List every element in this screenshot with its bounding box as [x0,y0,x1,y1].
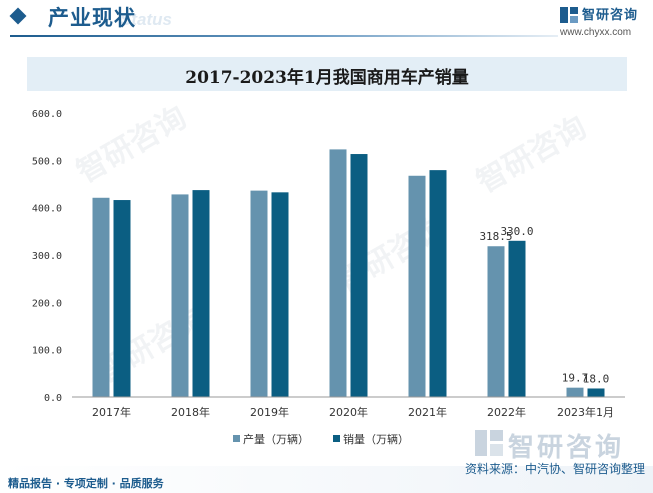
bar-production [408,175,426,397]
footer-logo-text: 智研咨询 [508,433,625,463]
bar-production [250,190,268,397]
legend: 产量（万辆） 销量（万辆） [233,432,409,446]
source-note: 资料来源：中汽协、智研咨询整理 [464,462,645,476]
x-tick-label: 2017年 [92,405,131,419]
x-tick-label: 2021年 [408,405,447,419]
x-tick-label: 2019年 [250,405,289,419]
footer-band [0,466,653,493]
chart-title-band: 2017-2023年1月我国商用车产销量 [27,57,627,91]
brand-url: www.chyxx.com [560,27,632,38]
x-tick-label: 2018年 [171,405,210,419]
bar-sales [113,200,131,397]
legend-swatch [233,435,240,442]
bar-sales [271,192,289,397]
brand-logo-icon [560,7,578,23]
legend-swatch [333,435,340,442]
data-label: 330.0 [500,225,533,238]
chart-title: 2017-2023年1月我国商用车产销量 [185,68,469,88]
legend-label: 产量（万辆） [243,432,309,446]
data-label: 18.0 [583,372,610,385]
bar-production [92,197,110,397]
y-tick-label: 500.0 [32,156,62,167]
bar-production [487,246,505,397]
brand-name: 智研咨询 [582,8,639,23]
page-subtitle: Status [120,10,172,29]
y-tick-label: 300.0 [32,251,62,262]
bar-sales [350,154,368,397]
y-tick-label: 200.0 [32,298,62,309]
bar-sales [429,170,447,397]
page-title: 产业现状 [48,6,136,30]
y-tick-label: 100.0 [32,346,62,357]
bar-production [329,149,347,397]
footer-logo-icon [475,430,503,456]
legend-label: 销量（万辆） [343,432,409,446]
y-tick-label: 0.0 [44,393,62,404]
data-label: 19.7 [562,372,589,385]
x-tick-label: 2020年 [329,405,368,419]
bars [92,149,605,397]
bar-sales [587,388,605,397]
footer-slogan: 精品报告 · 专项定制 · 品质服务 [8,477,164,490]
x-axis: 2017年 2018年 2019年 2020年 2021年 2022年 2023年1月 [92,405,614,419]
y-tick-label: 600.0 [32,109,62,120]
y-tick-label: 400.0 [32,204,62,215]
bar-sales [508,240,526,397]
x-tick-label: 2023年1月 [557,405,614,419]
x-tick-label: 2022年 [487,405,526,419]
bar-sales [192,190,210,397]
title-underline [10,35,558,37]
header: Status 产业现状 智研咨询 www.chyxx.com [0,0,653,44]
data-label: 318.5 [479,230,512,243]
bar-production [171,194,189,397]
bar-production [566,387,584,397]
y-axis: 0.0 100.0 200.0 300.0 400.0 500.0 600.0 [32,109,62,404]
